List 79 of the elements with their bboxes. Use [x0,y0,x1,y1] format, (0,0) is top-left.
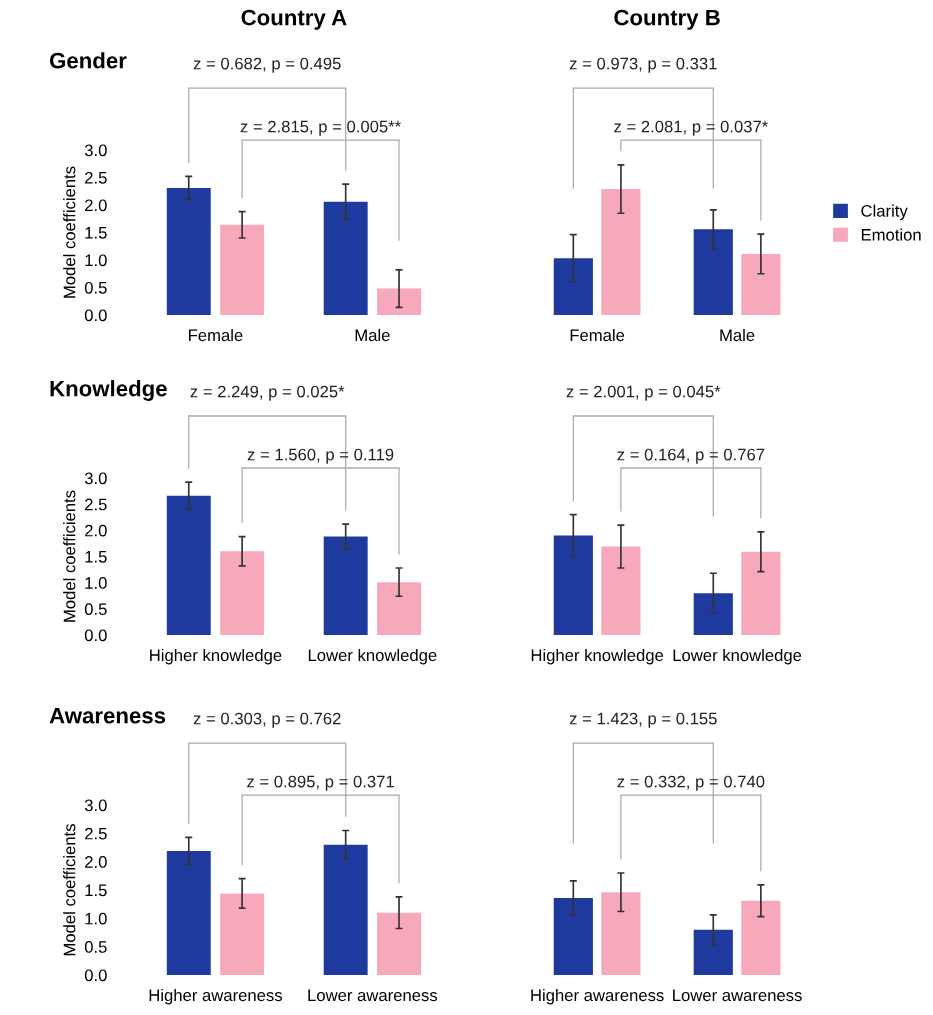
legend-label: Clarity [861,204,908,221]
bar [553,535,593,635]
text: z = 0.682, p = 0.495 [193,57,341,73]
bar [166,850,211,975]
legend-label: Emotion [861,228,921,241]
y-tick-label: 1.5 [85,884,107,897]
x-tick-label: Female [570,328,625,342]
text: z = 0.164, p = 0.767 [617,448,765,464]
text: z = 2.249, p = 0.025* [190,385,345,401]
bar [601,892,641,975]
bar [553,258,593,315]
bar [741,551,781,635]
bar [323,536,368,635]
chart-title: Country B [614,9,720,30]
y-tick-label: 0.0 [84,969,107,982]
bar [693,929,733,975]
bar [220,893,265,975]
bar [166,495,211,635]
y-axis-title: Model coefficients [63,824,76,956]
bar [741,253,781,315]
x-tick-label: Lower knowledge [673,648,802,665]
x-tick-label: Lower awareness [673,989,802,1002]
y-tick-label: 1.0 [85,912,107,925]
bar [220,224,265,315]
bar [693,593,733,635]
text: z = 2.081, p = 0.037* [614,120,769,136]
bar [693,229,733,315]
bar [323,201,368,315]
x-tick-label: Higher awareness [149,988,282,1005]
y-tick-label: 2.0 [85,856,107,868]
y-axis-title: Model coefficients [63,166,76,298]
bar [741,900,781,975]
text: z = 0.895, p = 0.371 [247,775,394,791]
bar [601,189,641,315]
y-tick-label: 3.0 [84,472,107,485]
y-tick-label: 2.0 [85,199,107,212]
x-tick-label: Lower awareness [308,989,438,1002]
y-tick-label: 1.0 [85,577,107,589]
y-tick-label: 1.0 [85,254,107,267]
bar [601,546,641,635]
y-tick-label: 2.5 [85,827,107,840]
x-tick-label: Higher awareness [531,988,664,1005]
text: z = 0.973, p = 0.331 [569,57,717,73]
text: z = 2.001, p = 0.045* [566,385,721,401]
y-tick-label: 0.0 [84,309,107,322]
chart-subtitle: Knowledge [50,380,167,401]
x-tick-label: Higher knowledge [531,648,664,665]
x-tick-label: Lower knowledge [308,648,437,665]
text: z = 1.423, p = 0.155 [569,712,717,728]
x-tick-label: Male [355,328,390,342]
bar [377,912,421,975]
bar [377,288,421,315]
bar [323,844,368,975]
y-tick-label: 3.0 [84,144,107,157]
chart-title: Country A [241,9,347,30]
y-tick-label: 0.5 [84,941,107,953]
y-tick-label: 2.5 [85,171,107,184]
y-tick-label: 3.0 [84,799,107,812]
y-axis-title: Model coefficients [63,490,76,622]
y-tick-label: 2.5 [85,498,107,511]
x-tick-label: Male [720,328,755,342]
y-tick-label: 0.0 [84,629,107,642]
text: z = 0.332, p = 0.740 [617,775,765,791]
text: z = 0.303, p = 0.762 [193,712,341,728]
bar [377,582,421,635]
bar [166,187,211,315]
chart-subtitle: Gender [49,52,127,69]
y-tick-label: 1.5 [85,551,107,563]
text: z = 2.815, p = 0.005** [240,120,401,136]
text: z = 1.560, p = 0.119 [247,448,394,464]
bar [220,551,265,635]
y-tick-label: 2.0 [85,524,107,537]
bar [553,897,593,975]
y-tick-label: 0.5 [84,281,107,294]
y-tick-label: 0.5 [84,603,107,616]
chart-subtitle: Awareness [49,707,166,724]
x-tick-label: Female [189,328,243,342]
y-tick-label: 1.5 [85,227,107,239]
x-tick-label: Higher knowledge [150,648,282,665]
